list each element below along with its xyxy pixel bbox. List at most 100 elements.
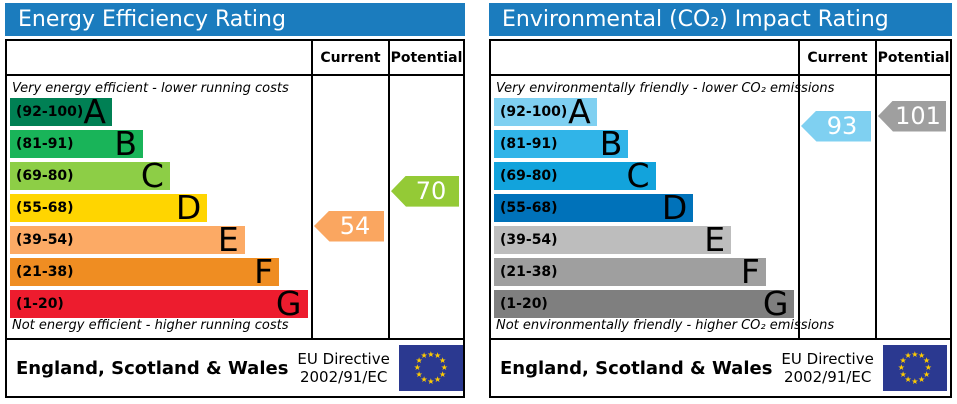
band-row-D: (55-68) D <box>10 188 309 227</box>
flag-star-icon: ★ <box>922 369 931 379</box>
flag-star-icon: ★ <box>413 363 421 372</box>
band-range-label: (55-68) <box>16 200 74 216</box>
potential-rating-arrow: 101 <box>878 100 946 132</box>
flag-star-icon: ★ <box>897 363 905 372</box>
panel-title: Energy Efficiency Rating <box>18 7 286 32</box>
potential-rating-arrow: 70 <box>391 175 459 207</box>
bands-column: Very energy efficient - lower running co… <box>7 76 311 338</box>
flag-star-icon: ★ <box>434 374 442 384</box>
band-row-C: (69-80) C <box>494 156 796 195</box>
panel-title-bar: Environmental (CO₂) Impact Rating <box>489 3 952 36</box>
energy-efficiency-panel: Energy Efficiency Rating Current Potenti… <box>5 3 465 398</box>
band-grade-letter: A <box>568 92 591 131</box>
flag-star-icon: ★ <box>911 349 919 359</box>
flag-star-icon: ★ <box>911 376 919 386</box>
flag-star-icon: ★ <box>420 351 428 361</box>
band-grade-letter: D <box>175 188 202 227</box>
flag-star-icon: ★ <box>899 369 907 379</box>
band-grade-letter: E <box>704 220 726 259</box>
band-range-label: (69-80) <box>500 168 558 184</box>
flag-star-icon: ★ <box>918 374 926 384</box>
band-grade-letter: E <box>217 220 239 259</box>
band-bar-F: (21-38) F <box>10 252 280 291</box>
band-row-E: (39-54) E <box>494 220 796 259</box>
band-row-B: (81-91) B <box>494 124 796 163</box>
band-bar-C: (69-80) C <box>494 156 656 195</box>
environmental-impact-panel: Environmental (CO₂) Impact Rating Curren… <box>489 3 952 398</box>
band-grade-letter: G <box>275 284 302 323</box>
column-header-spacer <box>491 41 798 74</box>
column-header-potential: Potential <box>875 41 950 74</box>
panel-footer: England, Scotland & Wales EU Directive 2… <box>491 338 950 396</box>
band-bar-D: (55-68) D <box>494 188 694 227</box>
band-row-B: (81-91) B <box>10 127 309 160</box>
column-header-row: Current Potential <box>491 41 950 76</box>
band-row-G: (1-20) G <box>10 284 309 323</box>
current-column: 93 <box>798 76 875 338</box>
band-bar-G: (1-20) G <box>494 284 795 323</box>
band-range-label: (81-91) <box>500 136 558 152</box>
band-grade-letter: A <box>83 92 106 131</box>
band-bar-E: (39-54) E <box>494 220 732 259</box>
band-grade-letter: G <box>762 284 789 323</box>
band-row-E: (39-54) E <box>10 220 309 259</box>
band-range-label: (81-91) <box>16 136 74 152</box>
band-list: (92-100) A (81-91) B (69-80) C (55-68) D (39-54)… <box>10 92 309 323</box>
column-header-potential: Potential <box>388 41 463 74</box>
band-bar-F: (21-38) F <box>494 255 766 288</box>
region-label: England, Scotland & Wales <box>16 357 289 379</box>
flag-star-icon: ★ <box>415 369 423 379</box>
band-row-C: (69-80) C <box>10 156 309 195</box>
eu-directive-line1: EU Directive <box>297 350 390 368</box>
band-grade-letter: C <box>140 156 164 195</box>
eu-directive-line2: 2002/91/EC <box>783 368 872 386</box>
band-range-label: (39-54) <box>500 232 558 248</box>
flag-star-icon: ★ <box>918 351 926 361</box>
band-grade-letter: D <box>661 188 688 227</box>
band-row-F: (21-38) F <box>494 255 796 288</box>
flag-star-icon: ★ <box>415 356 423 366</box>
band-bar-C: (69-80) C <box>10 156 170 195</box>
top-note: Very energy efficient - lower running co… <box>12 81 289 96</box>
band-bar-A: (92-100) A <box>10 92 112 131</box>
chart-body: Very energy efficient - lower running co… <box>7 76 463 338</box>
flag-star-icon: ★ <box>899 356 907 366</box>
panel-title: Environmental (CO₂) Impact Rating <box>502 7 889 32</box>
chart-body: Very environmentally friendly - lower CO… <box>491 76 950 338</box>
column-header-current: Current <box>311 41 388 74</box>
band-range-label: (39-54) <box>16 232 74 248</box>
flag-star-icon: ★ <box>924 363 932 372</box>
band-bar-B: (81-91) B <box>10 127 144 160</box>
band-range-label: (69-80) <box>16 168 74 184</box>
band-bar-D: (55-68) D <box>10 188 208 227</box>
panel-footer: England, Scotland & Wales EU Directive 2… <box>7 338 463 396</box>
band-grade-letter: B <box>599 124 623 163</box>
bottom-note: Not energy efficient - higher running co… <box>12 318 289 333</box>
band-row-A: (92-100) A <box>10 92 309 131</box>
potential-column: 101 <box>875 76 950 338</box>
band-bar-E: (39-54) E <box>10 220 245 259</box>
flag-star-icon: ★ <box>427 349 435 359</box>
flag-star-icon: ★ <box>438 356 447 366</box>
band-range-label: (92-100) <box>16 104 84 120</box>
band-grade-letter: C <box>626 156 650 195</box>
current-column: 54 <box>311 76 388 338</box>
region-label: England, Scotland & Wales <box>500 357 773 379</box>
flag-star-icon: ★ <box>904 351 912 361</box>
band-list: (92-100) A (81-91) B (69-80) C (55-68) D (39-54)… <box>494 92 796 323</box>
flag-star-icon: ★ <box>420 374 428 384</box>
band-row-D: (55-68) D <box>494 188 796 227</box>
potential-column: 70 <box>388 76 463 338</box>
band-grade-letter: F <box>254 252 274 291</box>
flag-star-icon: ★ <box>440 363 448 372</box>
band-bar-A: (92-100) A <box>494 92 597 131</box>
band-range-label: (1-20) <box>500 296 548 312</box>
flag-star-icon: ★ <box>438 369 447 379</box>
eu-directive-label: EU Directive 2002/91/EC <box>781 350 873 386</box>
band-bar-B: (81-91) B <box>494 124 629 163</box>
band-range-label: (92-100) <box>500 104 568 120</box>
flag-star-icon: ★ <box>427 376 435 386</box>
eu-flag-icon: ★ ★ ★ ★ ★ ★ ★ ★ ★ ★ ★ ★ <box>882 345 947 391</box>
band-row-F: (21-38) F <box>10 252 309 291</box>
